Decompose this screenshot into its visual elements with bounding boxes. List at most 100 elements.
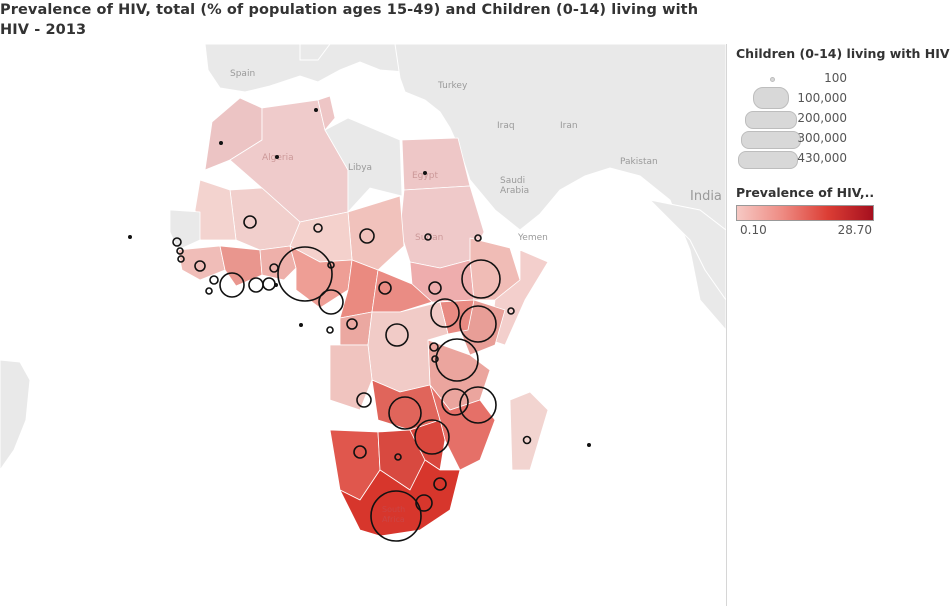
size-swatch xyxy=(745,111,797,129)
size-legend-item: 200,000 xyxy=(736,109,948,129)
africa-countries xyxy=(169,95,549,537)
dot-layer xyxy=(128,108,591,447)
label-spain: Spain xyxy=(230,69,255,79)
dot-egypt[interactable] xyxy=(423,171,427,175)
bubble-uganda[interactable] xyxy=(430,298,460,328)
bubble-malawi[interactable] xyxy=(459,386,497,424)
country-congo xyxy=(339,311,373,346)
asia-land xyxy=(394,43,727,332)
bubble-liberia[interactable] xyxy=(209,275,219,285)
country-mauritania xyxy=(194,179,237,241)
size-swatch xyxy=(770,77,775,82)
country-nigeria xyxy=(289,245,353,309)
label-saudi-arabia: Saudi Arabia xyxy=(500,176,529,196)
dot-cape-verde[interactable] xyxy=(128,235,132,239)
size-legend-item: 300,000 xyxy=(736,129,948,149)
country-ivory-coast xyxy=(219,245,263,287)
bubble-somalia[interactable] xyxy=(507,307,515,315)
bubble-south-africa[interactable] xyxy=(370,490,422,542)
bubble-car[interactable] xyxy=(378,281,392,295)
bubble-mozambique-n[interactable] xyxy=(441,388,469,416)
bubble-cameroon[interactable] xyxy=(318,289,344,315)
size-legend-item: 100,000 xyxy=(736,87,948,109)
country-madagascar xyxy=(509,391,549,471)
bubble-botswana[interactable] xyxy=(394,453,402,461)
bubble-sierra-leone[interactable] xyxy=(205,287,213,295)
size-legend-item: 100 xyxy=(736,69,948,89)
label-iraq: Iraq xyxy=(497,121,515,131)
dot-benin[interactable] xyxy=(274,283,278,287)
label-libya: Libya xyxy=(348,163,372,173)
bubble-ethiopia[interactable] xyxy=(461,259,501,299)
label-iran: Iran xyxy=(560,121,578,131)
country-tunisia xyxy=(317,95,336,131)
bubble-tanzania[interactable] xyxy=(435,338,479,382)
bubble-swaziland[interactable] xyxy=(433,477,447,491)
bubble-layer xyxy=(172,215,532,542)
bubble-congo[interactable] xyxy=(346,318,358,330)
map-labels: Spain Turkey Iraq Iran Libya Saudi Arabia… xyxy=(230,69,722,524)
bubble-rwanda[interactable] xyxy=(429,342,439,352)
size-legend-item: 430,000 xyxy=(736,149,948,169)
dot-mauritius[interactable] xyxy=(587,443,591,447)
bubble-madagascar[interactable] xyxy=(522,435,532,445)
dot-tunisia[interactable] xyxy=(314,108,318,112)
bubble-sudan[interactable] xyxy=(424,233,432,241)
bubble-niger[interactable] xyxy=(313,223,323,233)
bubble-gambia[interactable] xyxy=(176,247,184,255)
bubble-kenya[interactable] xyxy=(459,305,497,343)
bubble-nigeria[interactable] xyxy=(277,246,333,302)
country-somalia xyxy=(489,249,549,346)
italy-land xyxy=(299,43,331,61)
country-western-sahara xyxy=(169,209,201,251)
dot-sao-tome[interactable] xyxy=(299,323,303,327)
size-label: 100 xyxy=(824,71,847,85)
color-ramp-labels: 0.10 28.70 xyxy=(736,221,874,237)
size-label: 430,000 xyxy=(797,151,847,165)
bubble-namibia[interactable] xyxy=(353,445,367,459)
color-ramp xyxy=(736,205,874,221)
map-view[interactable]: Spain Turkey Iraq Iran Libya Saudi Arabia… xyxy=(0,43,727,606)
legend: Children (0-14) living with HIV 100 100,… xyxy=(736,46,950,237)
country-zimbabwe xyxy=(409,419,446,471)
bubble-zimbabwe[interactable] xyxy=(414,419,450,455)
country-libya xyxy=(324,117,403,213)
size-swatch xyxy=(738,151,798,169)
bubble-benin[interactable] xyxy=(327,261,335,269)
country-guinea xyxy=(177,245,226,281)
size-label: 100,000 xyxy=(797,91,847,105)
size-label: 200,000 xyxy=(797,111,847,125)
bubble-angola[interactable] xyxy=(356,392,372,408)
country-car xyxy=(371,269,433,313)
bubble-chad[interactable] xyxy=(359,228,375,244)
dot-algeria[interactable] xyxy=(275,155,279,159)
bubble-guinea[interactable] xyxy=(194,260,206,272)
bubble-ivory-coast[interactable] xyxy=(219,272,245,298)
bubble-south-sudan[interactable] xyxy=(428,281,442,295)
size-swatch xyxy=(741,131,801,149)
americas-land xyxy=(0,359,31,471)
bubble-burkina[interactable] xyxy=(269,263,279,273)
color-min-label: 0.10 xyxy=(740,223,767,237)
size-swatch xyxy=(753,87,789,109)
label-pakistan: Pakistan xyxy=(620,157,658,167)
bubble-drc[interactable] xyxy=(385,323,409,347)
country-south-africa xyxy=(339,459,461,537)
label-yemen: Yemen xyxy=(517,233,548,243)
label-india: India xyxy=(690,189,722,204)
bubble-lesotho[interactable] xyxy=(415,494,433,512)
bubble-burundi[interactable] xyxy=(431,355,439,363)
label-turkey: Turkey xyxy=(437,81,468,91)
dot-morocco[interactable] xyxy=(219,141,223,145)
bubble-guinea-bissau[interactable] xyxy=(177,255,185,263)
size-label: 300,000 xyxy=(797,131,847,145)
bubble-gabon[interactable] xyxy=(326,326,334,334)
bubble-senegal[interactable] xyxy=(172,237,182,247)
map-canvas[interactable]: Spain Turkey Iraq Iran Libya Saudi Arabia… xyxy=(0,43,727,606)
label-egypt: Egypt xyxy=(412,171,438,181)
bubble-eritrea[interactable] xyxy=(474,234,482,242)
label-sudan: Sudan xyxy=(415,233,443,243)
label-south-africa: South Africa xyxy=(382,505,405,524)
bubble-zambia[interactable] xyxy=(388,396,422,430)
bubble-mali[interactable] xyxy=(243,215,257,229)
